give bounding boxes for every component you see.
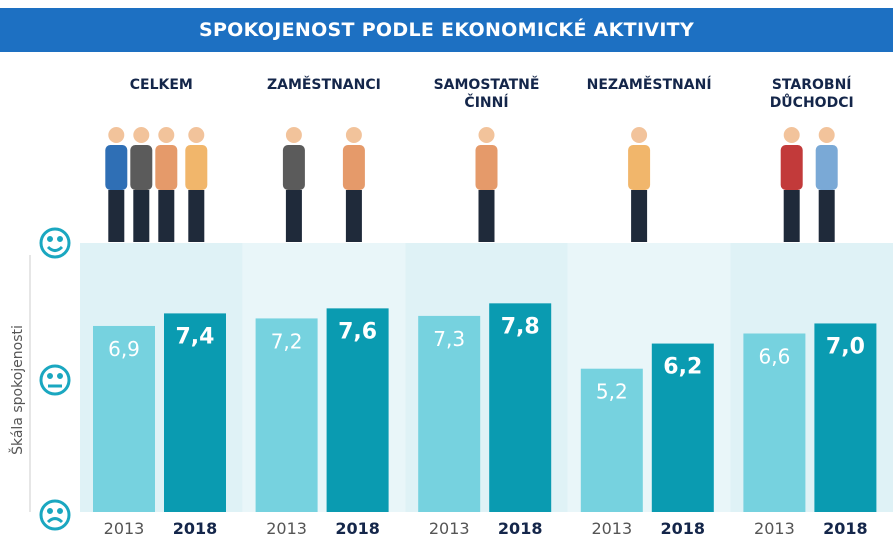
category-label: STAROBNÍ DŮCHODCI xyxy=(769,77,854,111)
person-figure xyxy=(130,127,153,242)
value-label: 6,2 xyxy=(663,355,702,380)
bar xyxy=(255,318,318,512)
value-label: 7,0 xyxy=(826,334,865,359)
person-head xyxy=(108,127,125,143)
legend-label: 2018 xyxy=(823,519,868,537)
person-figure xyxy=(282,127,305,242)
legend-label: 2013 xyxy=(591,519,632,537)
person-body xyxy=(185,145,208,190)
value-label: 7,6 xyxy=(338,319,377,344)
person-legs xyxy=(818,190,835,242)
value-label: 6,6 xyxy=(758,345,790,369)
smiley-neutral xyxy=(39,364,71,396)
legend-label: 2018 xyxy=(498,519,543,537)
person-legs xyxy=(285,190,302,242)
bar xyxy=(651,343,714,512)
person-legs xyxy=(478,190,495,242)
person-body xyxy=(155,145,178,190)
person-figure xyxy=(185,127,208,242)
person-head xyxy=(285,127,302,143)
legend-label: 2013 xyxy=(429,519,470,537)
person-legs xyxy=(108,190,125,242)
person-legs xyxy=(631,190,648,242)
category-label: ZAMĚSTNANCI xyxy=(266,77,381,93)
value-label: 6,9 xyxy=(108,337,140,361)
value-label: 7,2 xyxy=(271,329,303,353)
person-head xyxy=(158,127,175,143)
value-label: 7,3 xyxy=(433,327,465,351)
smiley-sad xyxy=(39,499,71,531)
person-legs xyxy=(188,190,205,242)
legend-label: 2013 xyxy=(104,519,145,537)
bar xyxy=(93,325,155,512)
bar xyxy=(418,315,481,512)
legend-label: 2018 xyxy=(173,519,218,537)
legend-label: 2018 xyxy=(335,519,380,537)
person-legs xyxy=(783,190,800,242)
person-body xyxy=(475,145,498,190)
person-body xyxy=(130,145,153,190)
person-legs xyxy=(158,190,175,242)
person-body xyxy=(628,145,651,190)
category-label: CELKEM xyxy=(129,77,193,93)
person-body xyxy=(282,145,305,190)
person-figure xyxy=(105,127,128,242)
person-head xyxy=(188,127,205,143)
person-head xyxy=(631,127,648,143)
person-figure xyxy=(475,127,498,242)
value-label: 7,8 xyxy=(501,314,540,339)
person-head xyxy=(478,127,495,143)
person-legs xyxy=(345,190,362,242)
bar xyxy=(164,313,226,512)
person-figure xyxy=(342,127,365,242)
person-head xyxy=(133,127,150,143)
person-body xyxy=(342,145,365,190)
person-head xyxy=(783,127,800,143)
bar xyxy=(580,368,643,512)
chart-title: SPOKOJENOST PODLE EKONOMICKÉ AKTIVITY xyxy=(0,8,893,52)
person-body xyxy=(105,145,128,190)
category-label: SAMOSTATNĚ ČINNÍ xyxy=(433,77,540,111)
bar xyxy=(326,308,389,512)
legend-label: 2018 xyxy=(661,519,706,537)
person-head xyxy=(818,127,835,143)
legend-label: 2013 xyxy=(266,519,307,537)
bar xyxy=(814,323,877,512)
person-body xyxy=(815,145,838,190)
person-figure xyxy=(155,127,178,242)
person-figure xyxy=(780,127,803,242)
bar xyxy=(743,333,806,512)
value-label: 7,4 xyxy=(176,324,215,349)
bar xyxy=(489,303,552,512)
legend-label: 2013 xyxy=(754,519,795,537)
person-figure xyxy=(628,127,651,242)
smiley-happy xyxy=(39,227,71,259)
person-head xyxy=(345,127,362,143)
category-label: NEZAMĚSTNANÍ xyxy=(586,77,712,93)
person-body xyxy=(780,145,803,190)
person-figure xyxy=(815,127,838,242)
y-axis-label: Škála spokojenosti xyxy=(8,325,26,455)
person-legs xyxy=(133,190,150,242)
value-label: 5,2 xyxy=(596,380,628,404)
